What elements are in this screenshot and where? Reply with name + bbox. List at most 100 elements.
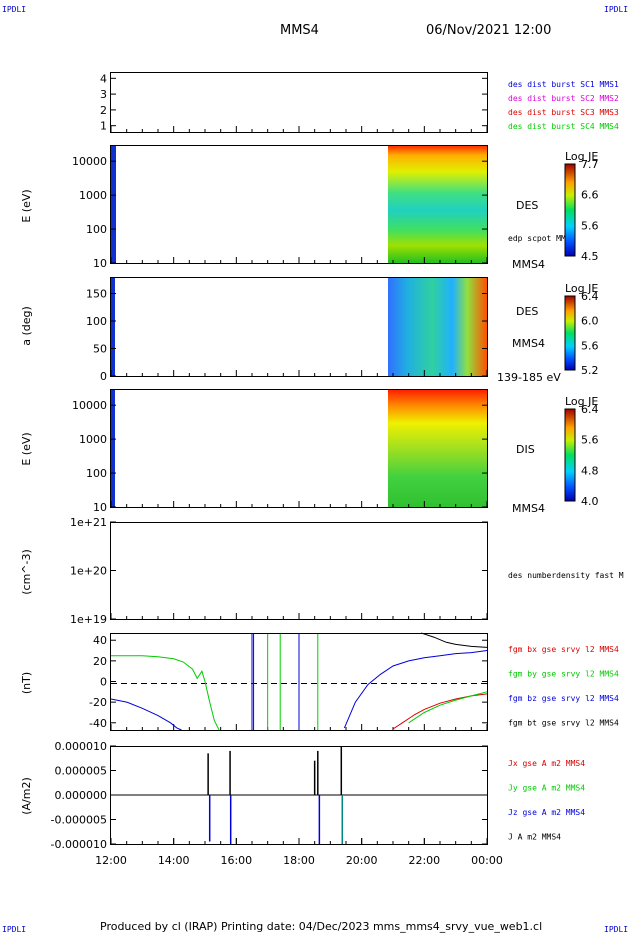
y-tick-label: 1e+20: [70, 565, 107, 578]
corner-label-tr: IPDLI: [604, 5, 628, 14]
spacecraft-title: MMS4: [280, 23, 319, 38]
y-tick-label: 0: [100, 370, 107, 383]
y-tick-label: 3: [100, 88, 107, 101]
des-energy-panel-frame: [110, 145, 488, 264]
colorbar-tick-label: 6.4: [581, 290, 599, 303]
y-tick-label: 150: [86, 288, 107, 301]
legend-entry: des dist burst SC2 MMS2: [508, 94, 619, 103]
y-tick-label: 0.000005: [55, 765, 108, 778]
y-tick-label: -0.000010: [51, 838, 107, 851]
y-tick-label: 10: [93, 257, 107, 270]
y-tick-label: 0.000010: [55, 740, 108, 753]
y-tick-label: 4: [100, 72, 107, 85]
y-tick-label: 1000: [79, 433, 107, 446]
colorbar-tick-label: 5.6: [581, 219, 599, 232]
corner-label-bl: IPDLI: [2, 925, 26, 934]
legend-entry: fgm by gse srvy l2 MMS4: [508, 670, 619, 679]
bfield-line: [343, 650, 488, 729]
des-energy-overlay-label: edp scpot MMS4: [508, 234, 576, 243]
legend-entry: fgm bx gse srvy l2 MMS4: [508, 645, 619, 654]
bfield-line: [421, 632, 488, 648]
y-tick-label: 1: [100, 120, 107, 133]
x-tick-label: 18:00: [283, 854, 315, 867]
y-tick-label: -40: [89, 717, 107, 730]
des-energy-spectrogram-fill: [388, 146, 487, 263]
x-tick-label: 12:00: [95, 854, 127, 867]
x-tick-label: 00:00: [471, 854, 503, 867]
colorbar-des-energy: Log JE: [564, 150, 598, 257]
des-pitch-spectrogram-fill: [388, 278, 487, 376]
legend-entry: des numberdensity fast M: [508, 571, 624, 580]
legend-entry: Jy gse A m2 MMS4: [508, 784, 585, 793]
bfield-ylabel: (nT): [20, 672, 33, 694]
bfield-line: [111, 655, 220, 731]
bfield-line: [110, 698, 182, 731]
burst-panel-frame: [110, 72, 488, 133]
plot-datetime: 06/Nov/2021 12:00: [426, 23, 551, 38]
corner-label-br: IPDLI: [604, 925, 628, 934]
density-ylabel: (cm^-3): [20, 549, 33, 595]
legend-entry: fgm bt gse srvy l2 MMS4: [508, 719, 619, 728]
y-tick-label: 0.000000: [55, 789, 108, 802]
colorbar-tick-label: 5.6: [581, 339, 599, 352]
legend-entry: des dist burst SC3 MMS3: [508, 108, 619, 117]
y-tick-label: 50: [93, 343, 107, 356]
bfield-line: [408, 691, 488, 724]
x-tick-label: 22:00: [408, 854, 440, 867]
colorbar-tick-label: 6.4: [581, 403, 599, 416]
dis-energy-spectrogram-fill: [388, 390, 487, 507]
y-tick-label: -20: [89, 696, 107, 709]
corner-label-tl: IPDLI: [2, 5, 26, 14]
y-tick-label: 1000: [79, 189, 107, 202]
y-tick-label: 10000: [72, 399, 107, 412]
colorbar-tick-label: 4.0: [581, 495, 599, 508]
legend-entry: Jx gse A m2 MMS4: [508, 759, 585, 768]
des-pitch-ylabel: a (deg): [20, 306, 33, 346]
x-tick-label: 14:00: [158, 854, 190, 867]
y-tick-label: 10: [93, 501, 107, 514]
colorbar-tick-label: 4.5: [581, 250, 599, 263]
colorbar-title: Log JE: [565, 395, 598, 408]
dis-energy-label: DIS: [516, 443, 535, 456]
legend-entry: des dist burst SC1 MMS1: [508, 80, 619, 89]
des-pitch-burst-strip: [111, 278, 115, 376]
dis-energy-sc-label: MMS4: [512, 502, 545, 515]
dis-energy-burst-strip: [111, 390, 115, 507]
colorbar-gradient: [564, 295, 576, 371]
y-tick-label: 1e+19: [70, 613, 107, 626]
bfield-line: [392, 693, 488, 730]
dis-energy-ylabel: E (eV): [20, 432, 33, 465]
density-panel-frame: [110, 522, 488, 620]
colorbar-gradient: [564, 408, 576, 502]
spectrogram-fills: [111, 146, 487, 507]
des-energy-burst-strip: [111, 146, 116, 263]
bfield-series: [110, 632, 488, 731]
y-tick-label: 100: [86, 223, 107, 236]
colorbar-dis-energy: Log JE: [564, 395, 598, 502]
legend-entry: J A m2 MMS4: [508, 833, 561, 842]
des-energy-label: DES: [516, 199, 538, 212]
y-tick-label: 100: [86, 467, 107, 480]
des-energy-sc-label: MMS4: [512, 258, 545, 271]
colorbar-des-pitch: Log JE: [564, 282, 598, 371]
des-pitch-sc-label: MMS4: [512, 337, 545, 350]
colorbar-tick-label: 5.2: [581, 364, 599, 377]
colorbar-title: Log JE: [565, 282, 598, 295]
colorbar-title: Log JE: [565, 150, 598, 163]
y-tick-label: 0: [100, 676, 107, 689]
colorbar-tick-label: 4.8: [581, 464, 599, 477]
legends: des dist burst SC1 MMS1 des dist burst SC…: [508, 80, 624, 842]
colorbar-tick-label: 6.0: [581, 315, 599, 328]
des-pitch-label: DES: [516, 305, 538, 318]
legend-entry: fgm bz gse srvy l2 MMS4: [508, 694, 619, 703]
axis-ticks: 1 2 3 4 10 100 1000 10000 0 50 100 150 10 100 1000 1000…: [51, 72, 599, 867]
colorbar-tick-label: 7.7: [581, 158, 599, 171]
y-tick-label: 1e+21: [70, 516, 107, 529]
colorbar-tick-label: 6.6: [581, 189, 599, 202]
legend-entry: Jz gse A m2 MMS4: [508, 808, 585, 817]
des-energy-ylabel: E (eV): [20, 189, 33, 222]
dis-energy-panel-frame: [110, 389, 488, 508]
x-tick-label: 16:00: [220, 854, 252, 867]
colorbar-gradient: [564, 163, 576, 257]
